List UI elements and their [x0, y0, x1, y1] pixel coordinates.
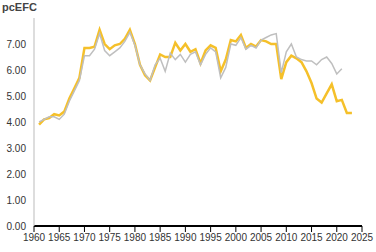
svg-text:1975: 1975	[99, 232, 122, 243]
svg-text:2025: 2025	[351, 232, 368, 243]
svg-text:1985: 1985	[149, 232, 172, 243]
svg-text:1970: 1970	[73, 232, 96, 243]
svg-text:0.00: 0.00	[8, 221, 26, 232]
svg-text:5.00: 5.00	[8, 91, 26, 102]
svg-text:1990: 1990	[174, 232, 197, 243]
svg-text:4.00: 4.00	[8, 117, 26, 128]
svg-text:2005: 2005	[250, 232, 273, 243]
svg-text:3.00: 3.00	[8, 143, 26, 154]
svg-text:2.00: 2.00	[8, 169, 26, 180]
html-text:pcEFC: pcEFC	[2, 1, 37, 13]
svg-text:2000: 2000	[225, 232, 248, 243]
svg-text:1965: 1965	[48, 232, 71, 243]
svg-text:6.00: 6.00	[8, 65, 26, 76]
svg-text:1995: 1995	[199, 232, 222, 243]
svg-text:7.00: 7.00	[8, 39, 26, 50]
svg-text:1960: 1960	[23, 232, 46, 243]
svg-text:1980: 1980	[124, 232, 147, 243]
svg-text:2020: 2020	[326, 232, 349, 243]
svg-text:2010: 2010	[275, 232, 298, 243]
svg-text:1.00: 1.00	[8, 195, 26, 206]
svg-text:2015: 2015	[300, 232, 323, 243]
